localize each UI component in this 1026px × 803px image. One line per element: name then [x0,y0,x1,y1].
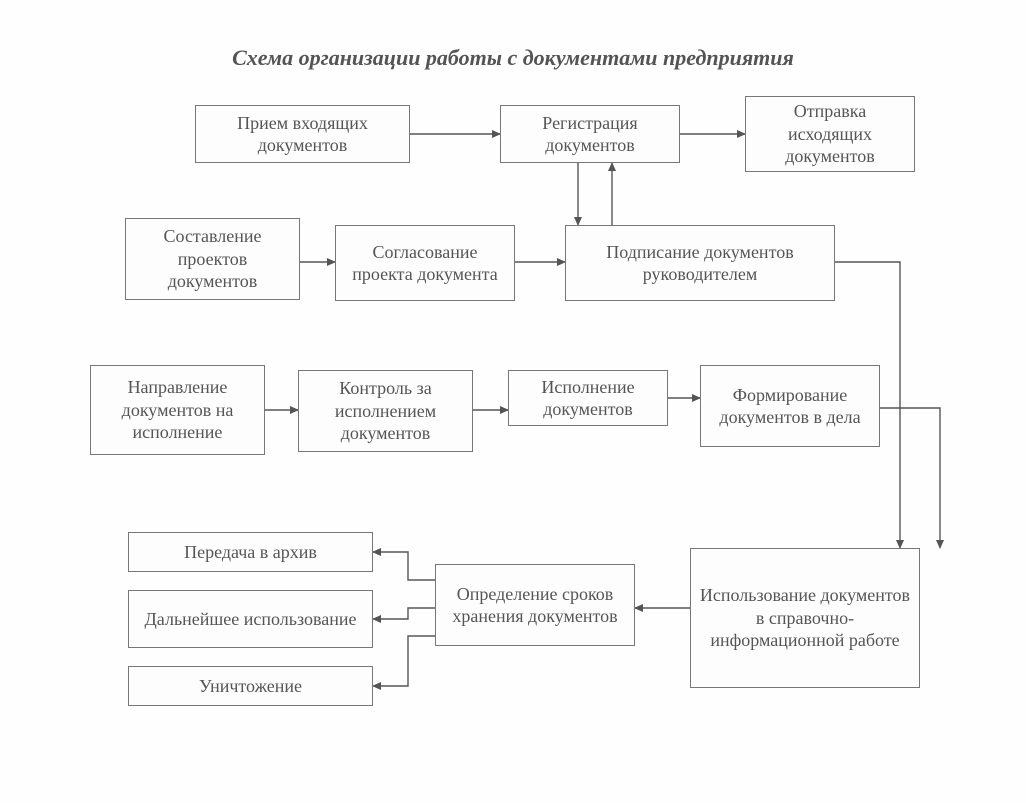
node-label: Согласование проекта документа [342,241,508,286]
node-n11: Передача в архив [128,532,373,572]
node-label: Контроль за исполнением документов [305,377,466,445]
node-n9: Исполнение документов [508,370,668,426]
node-label: Исполнение документов [515,376,661,421]
edge-n10-n15 [880,408,940,548]
edge-n14-n13 [373,636,435,686]
node-n13: Уничтожение [128,666,373,706]
node-label: Составление проектов документов [132,225,293,293]
node-label: Отправка исходящих документов [752,100,908,168]
node-label: Уничтожение [199,675,302,698]
node-n8: Контроль за исполнением документов [298,370,473,452]
node-n3: Отправка исходящих документов [745,96,915,172]
node-n7: Направление документов на исполнение [90,365,265,455]
node-n6: Подписание документов руководителем [565,225,835,301]
node-label: Дальнейшее использование [145,608,357,631]
node-label: Передача в архив [184,541,317,564]
node-n12: Дальнейшее использование [128,590,373,648]
node-label: Регистрация документов [507,112,673,157]
node-n1: Прием входящих документов [195,105,410,163]
node-n14: Определение сроков хранения документов [435,564,635,646]
node-label: Направление документов на исполнение [97,376,258,444]
edge-n14-n12 [373,608,435,619]
diagram-title: Схема организации работы с документами п… [0,45,1026,71]
node-n2: Регистрация документов [500,105,680,163]
node-n4: Составление проектов документов [125,218,300,300]
node-label: Подписание документов руководителем [572,241,828,286]
node-label: Формирование документов в дела [707,384,873,429]
node-label: Прием входящих документов [202,112,403,157]
node-n5: Согласование проекта документа [335,225,515,301]
node-label: Определение сроков хранения документов [442,583,628,628]
flowchart-canvas: Схема организации работы с документами п… [0,0,1026,803]
node-n15: Использование документов в справочно-инф… [690,548,920,688]
node-label: Использование документов в справочно-инф… [697,584,913,652]
edge-n14-n11 [373,552,435,580]
node-n10: Формирование документов в дела [700,365,880,447]
